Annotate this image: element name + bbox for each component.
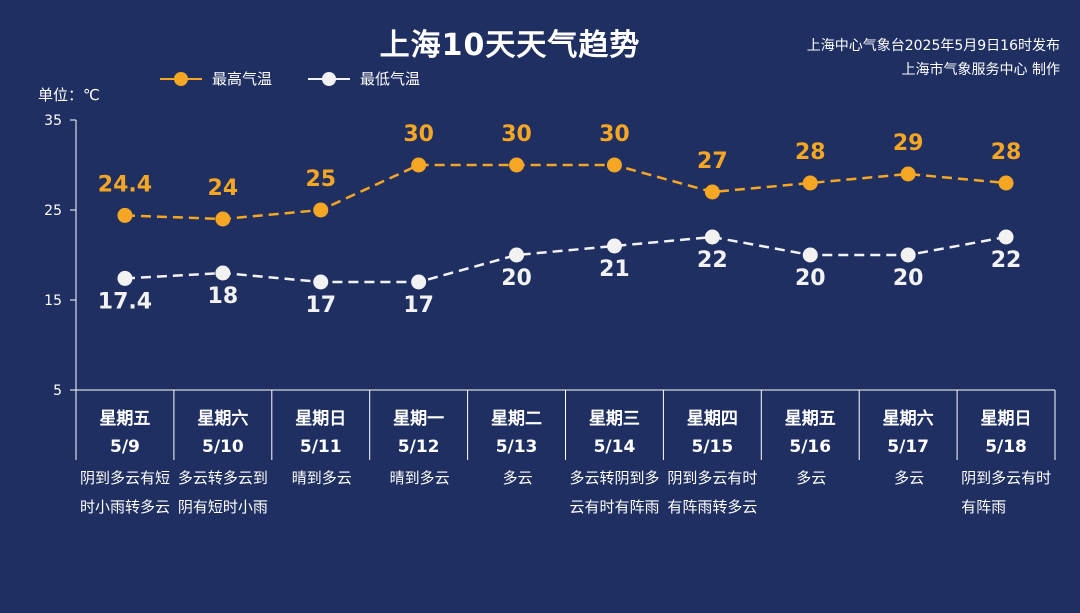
legend-item-low: 最低气温 <box>308 68 420 89</box>
weekday-label: 星期五 <box>99 409 151 429</box>
data-point-high <box>606 157 622 173</box>
date-label: 5/9 <box>110 437 140 457</box>
legend-high-marker-icon <box>160 71 202 86</box>
data-point-low <box>509 247 525 263</box>
weekday-label: 星期四 <box>686 409 738 429</box>
data-point-low <box>704 229 720 245</box>
data-point-low <box>900 247 916 263</box>
legend-low-marker-icon <box>308 71 351 86</box>
source-line-2: 上海市气象服务中心 制作 <box>901 62 1060 78</box>
date-label: 5/17 <box>887 437 929 457</box>
data-label-high: 29 <box>893 131 924 156</box>
data-point-low <box>215 265 231 281</box>
data-point-high <box>509 157 525 173</box>
weekday-label: 星期日 <box>295 409 347 429</box>
data-point-low <box>998 229 1014 245</box>
data-point-high <box>704 184 720 200</box>
data-label-low: 20 <box>501 266 532 291</box>
day-column: 星期日 5/11 晴到多云 <box>272 390 370 487</box>
weekday-label: 星期一 <box>393 409 445 429</box>
date-label: 5/10 <box>201 437 244 457</box>
weather-description: 阴到多云有时有阵雨 <box>961 469 1052 516</box>
legend-item-high: 最高气温 <box>160 68 272 89</box>
data-label-low: 20 <box>893 266 924 291</box>
data-point-high <box>802 175 818 191</box>
weather-description: 多云 <box>894 469 925 487</box>
data-label-high: 28 <box>991 140 1022 165</box>
day-column: 星期三 5/14 多云转阴到多云有时有阵雨 <box>566 390 664 516</box>
weekday-label: 星期日 <box>980 409 1032 429</box>
source-line-1: 上海中心气象台2025年5月9日16时发布 <box>806 38 1060 54</box>
day-column: 星期日 5/18 阴到多云有时有阵雨 <box>957 390 1055 516</box>
data-point-low <box>313 274 329 290</box>
day-column: 星期四 5/15 阴到多云有时有阵雨转多云 <box>663 390 761 516</box>
data-label-low: 17 <box>403 293 434 318</box>
weather-description: 阴到多云有时有阵雨转多云 <box>667 469 758 516</box>
day-column: 星期六 5/10 多云转多云到阴有短时小雨 <box>174 390 272 516</box>
y-tick-label: 5 <box>53 383 62 399</box>
chart-title: 上海10天天气趋势 <box>379 28 641 63</box>
date-label: 5/16 <box>789 437 832 457</box>
data-point-high <box>313 202 329 218</box>
series-line-high <box>124 163 1007 221</box>
weekday-label: 星期六 <box>197 409 249 429</box>
data-label-low: 22 <box>697 248 728 273</box>
day-column: 星期一 5/12 晴到多云 <box>370 390 468 487</box>
date-label: 5/11 <box>299 437 342 457</box>
data-label-high: 25 <box>305 167 336 192</box>
data-label-low: 21 <box>599 257 630 282</box>
data-label-high: 30 <box>501 122 532 147</box>
weather-description: 阴到多云有短时小雨转多云 <box>80 469 171 516</box>
weekday-label: 星期五 <box>784 409 836 429</box>
data-point-low <box>606 238 622 254</box>
data-label-low: 18 <box>208 284 239 309</box>
weather-description: 晴到多云 <box>291 469 352 487</box>
unit-label: 单位：℃ <box>38 86 100 104</box>
data-point-low <box>411 274 427 290</box>
date-label: 5/18 <box>985 437 1027 457</box>
data-point-high <box>900 166 916 182</box>
y-tick-label: 25 <box>44 203 62 219</box>
data-label-high: 24.4 <box>98 172 152 197</box>
data-label-high: 30 <box>599 122 630 147</box>
weather-description: 多云 <box>796 469 827 487</box>
weekday-label: 星期二 <box>491 409 543 429</box>
y-tick-label: 15 <box>44 293 62 309</box>
day-column: 星期五 5/9 阴到多云有短时小雨转多云 <box>76 390 174 516</box>
data-label-high: 27 <box>697 149 728 174</box>
data-point-high <box>998 175 1014 191</box>
legend-low-label: 最低气温 <box>360 70 421 88</box>
day-column: 星期六 5/17 多云 <box>859 390 957 487</box>
weekday-label: 星期六 <box>882 409 934 429</box>
data-label-low: 17 <box>305 293 336 318</box>
source-info: 上海中心气象台2025年5月9日16时发布 上海市气象服务中心 制作 <box>680 34 1060 82</box>
weather-description: 晴到多云 <box>389 469 450 487</box>
data-label-low: 17.4 <box>98 289 152 314</box>
date-label: 5/13 <box>495 437 538 457</box>
data-label-high: 30 <box>403 122 434 147</box>
day-column: 星期五 5/16 多云 <box>761 390 859 487</box>
date-label: 5/12 <box>397 437 440 457</box>
legend: 最高气温 最低气温 <box>160 68 456 89</box>
day-column: 星期二 5/13 多云 <box>468 390 566 487</box>
date-label: 5/14 <box>593 437 636 457</box>
date-label: 5/15 <box>691 437 734 457</box>
weather-description: 多云转多云到阴有短时小雨 <box>177 469 268 516</box>
series-line-low <box>124 235 1007 284</box>
data-point-low <box>802 247 818 263</box>
legend-high-label: 最高气温 <box>212 70 273 88</box>
weather-description: 多云转阴到多云有时有阵雨 <box>569 469 660 516</box>
data-point-high <box>411 157 427 173</box>
data-label-low: 20 <box>795 266 826 291</box>
data-label-high: 28 <box>795 140 826 165</box>
data-point-high <box>215 211 231 227</box>
data-label-low: 22 <box>991 248 1022 273</box>
data-point-low <box>117 270 133 286</box>
y-tick-label: 35 <box>44 113 62 129</box>
data-label-high: 24 <box>208 176 239 201</box>
weekday-label: 星期三 <box>588 409 640 429</box>
weather-description: 多云 <box>502 469 533 487</box>
data-point-high <box>117 207 133 223</box>
